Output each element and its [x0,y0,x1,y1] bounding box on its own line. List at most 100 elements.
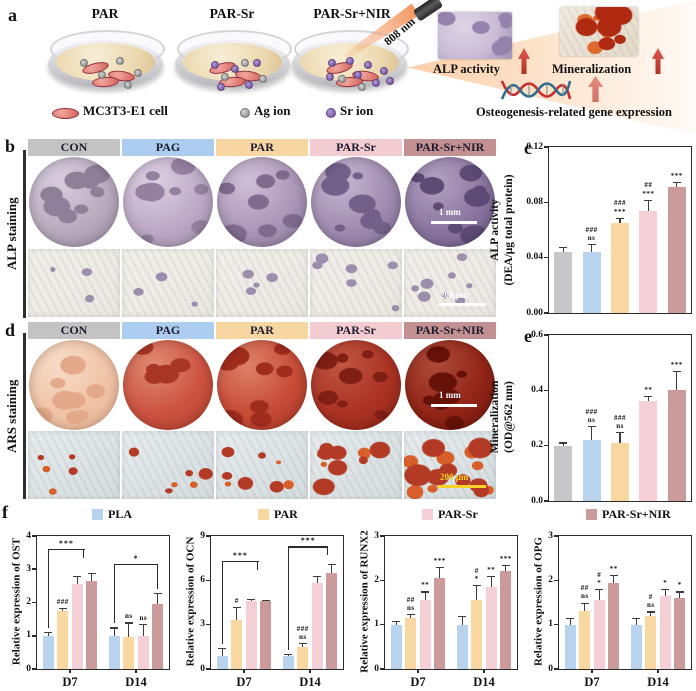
significance-annotation: ## *** [642,181,655,198]
error-bar [619,217,621,224]
error-bar-cap [313,575,322,578]
data-bar [245,601,257,669]
ylabel-line: ALP activity [489,199,501,261]
x-category-label: D7 [410,675,426,689]
error-bar [613,574,615,584]
error-bar-cap [609,574,618,576]
bracket-line [48,549,50,628]
data-bar [593,600,605,669]
scale-bar [431,404,477,407]
error-bar [302,643,304,647]
significance-annotation: # [234,596,239,605]
y-tick-label: 0.08 [526,196,543,207]
ag-ion-icon [259,75,267,83]
legend-swatch-par-sr [422,509,433,520]
error-bar-cap [566,618,575,620]
significance-annotation: ns [124,612,133,621]
group-header-con: CON [28,139,120,156]
error-bar-cap [87,572,96,574]
y-tick-label: 3 [374,530,379,541]
legend-label: PAR-Sr+NIR [602,507,671,521]
y-tick [206,623,211,626]
y-tick [554,535,559,537]
stain-square-image: 200 μm [404,431,496,499]
x-category-label: D7 [236,675,252,689]
group-header-par: PAR [216,322,308,339]
sr-ion-icon [354,71,362,79]
significance-annotation: ns [139,614,148,623]
error-bar [598,589,600,601]
scale-bar-label: 200 μm [440,472,469,482]
error-bar-cap [435,567,444,569]
error-bar-cap [559,442,568,444]
y-tick [544,312,549,314]
x-category-label: D14 [125,675,147,689]
error-bar-cap [472,584,481,586]
significance-annotation: # * [597,571,602,588]
data-bar [582,440,601,501]
y-tick [380,535,385,537]
error-bar-cap [247,598,256,600]
stain-circle-image [123,340,213,430]
bracket-significance-label: * [133,554,139,564]
data-bar [282,655,294,669]
scale-bar [438,485,486,488]
ag-ion-icon [358,83,366,91]
x-category-label: D14 [647,675,669,689]
error-bar-cap [392,621,401,623]
petri-dish-icon [175,28,292,100]
y-tick [206,535,211,537]
sr-ion-icon [245,81,253,89]
x-tick [69,669,71,673]
error-bar-cap [616,431,624,434]
error-bar-cap [672,370,681,373]
data-bar [405,618,417,669]
y-tick-label: 0.04 [526,252,543,263]
data-bar [419,600,431,669]
scale-bar [431,221,477,224]
y-tick-label: 0.2 [531,440,543,451]
error-bar-cap [284,654,293,656]
significance-annotation: ### [56,598,69,607]
error-bar [221,648,223,656]
data-bar [554,445,573,501]
error-bar [316,575,318,584]
bracket-line [288,546,329,548]
error-bar [476,584,478,601]
data-bar [611,442,629,501]
petri-dish-icon [48,28,165,100]
error-bar-cap [661,589,670,591]
y-tick [380,623,385,626]
significance-annotation: ### ns [296,625,309,642]
y-tick [544,500,549,502]
sr-ion-icon [364,61,372,69]
y-tick-label: 9 [200,530,205,541]
bracket-line [156,564,158,589]
bracket-line [114,564,158,566]
stain-square-image [122,249,214,317]
error-bar-cap [616,217,624,219]
error-bar [62,608,64,611]
legend-swatch-pla [92,509,103,520]
sr-ion-icon [326,108,336,118]
gene-expression-chart-runx2: 0 1 2 3 D7 D14 ## ns ** *** # * ** *** [374,531,518,689]
legend-swatch-par-sr+nir [586,509,597,520]
alp-chart-ylabel: ALP activity (DEA/μg total protein) [488,144,520,316]
error-bar-cap [124,622,133,624]
bracket-line [288,546,290,651]
stain-circle-image [217,340,307,430]
y-tick-label: 0.00 [526,307,543,318]
data-bar [152,604,164,669]
stain-circle-image: 1 mm [405,340,495,430]
ylabel-line: (DEA/μg total protein) [503,174,516,286]
bracket-line [326,546,329,556]
y-tick [544,146,549,148]
dish-label: PAR [91,6,119,21]
significance-annotation: ### ns [585,408,598,425]
data-bar [500,571,512,669]
data-bar [659,595,671,669]
error-bar-cap [261,599,270,601]
error-bar-cap [487,575,496,578]
x-category-label: D14 [299,675,321,689]
scale-bar [438,303,486,306]
